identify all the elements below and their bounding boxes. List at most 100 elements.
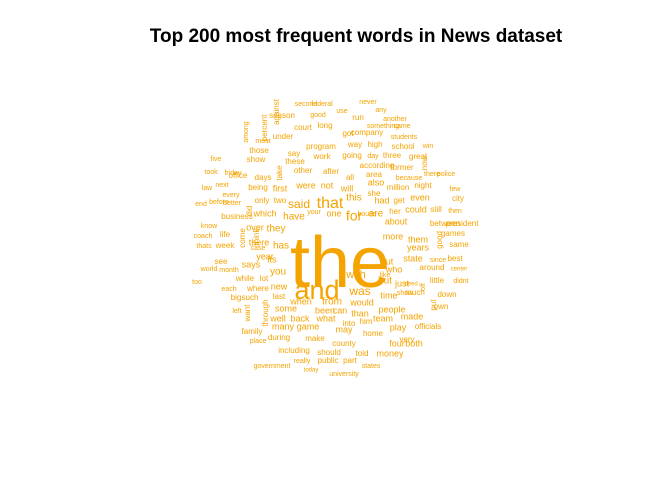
word-get: get (393, 196, 405, 205)
word-season: season (269, 111, 295, 120)
word-were: were (295, 180, 316, 190)
word-did: did (245, 206, 254, 217)
word-then: then (448, 208, 462, 215)
word-law: law (202, 185, 213, 192)
word-which: which (252, 208, 276, 218)
word-something: something (367, 123, 399, 130)
word-say: say (288, 149, 300, 158)
word-three: three (383, 151, 402, 160)
word-see: see (215, 257, 228, 266)
word-can: can (333, 305, 348, 315)
word-didnt: didnt (453, 278, 468, 285)
word-days: days (255, 173, 272, 182)
word-every: every (222, 192, 240, 199)
word-team: team (373, 313, 393, 323)
word-are: are (369, 209, 384, 220)
word-because: because (396, 175, 423, 182)
word-what: what (315, 313, 336, 323)
word-think: think (252, 228, 261, 246)
word-city: city (452, 194, 464, 203)
word-lot: lot (260, 274, 269, 283)
word-being: being (248, 183, 268, 192)
word-its: its (268, 254, 278, 264)
word-one: one (326, 208, 341, 218)
word-about: about (385, 216, 408, 226)
word-than: than (351, 308, 369, 318)
word-last: last (273, 292, 286, 301)
word-said: said (288, 197, 310, 211)
word-money: money (376, 348, 404, 358)
word-while: while (235, 274, 255, 283)
word-could: could (405, 204, 427, 214)
word-government: government (254, 363, 291, 370)
word-since: since (430, 257, 446, 264)
word-never: never (359, 99, 377, 106)
word-during: during (268, 333, 290, 342)
word-was: was (348, 284, 370, 298)
word-this: this (346, 193, 362, 204)
word-area: area (366, 170, 383, 179)
word-life: life (220, 230, 231, 239)
word-game: game (297, 321, 320, 331)
word-around: around (420, 263, 445, 272)
word-have: have (283, 212, 305, 223)
word-public: public (318, 356, 339, 365)
word-long: long (317, 121, 332, 130)
word-him: him (360, 317, 373, 326)
word-next: next (215, 182, 228, 189)
word-center: center (451, 267, 468, 273)
word-well: well (269, 313, 286, 323)
word-would: would (349, 297, 374, 307)
word-your: your (307, 209, 321, 216)
word-more: more (383, 231, 404, 241)
word-other: other (294, 166, 313, 175)
word-case: case (251, 245, 266, 252)
word-put: put (429, 299, 438, 311)
word-even: even (410, 192, 430, 202)
word-week: week (215, 241, 236, 250)
word-out: out (381, 256, 394, 266)
word-second: second (295, 101, 318, 108)
word-from: from (322, 297, 342, 308)
word-says: says (242, 259, 261, 269)
word-police: police (437, 171, 455, 178)
word-these: these (285, 157, 305, 166)
word-now: now (420, 155, 429, 170)
word-you: you (270, 267, 286, 278)
word-off: off (420, 283, 427, 291)
word-been: been (315, 305, 335, 315)
word-between: between (430, 219, 460, 228)
word-state: state (403, 253, 423, 263)
word-states: states (362, 363, 381, 370)
word-another: another (383, 116, 407, 123)
word-only: only (255, 196, 270, 205)
word-come: come (238, 228, 247, 248)
word-made: made (401, 311, 424, 321)
word-federal: federal (311, 101, 333, 108)
word-just: just (394, 278, 410, 288)
word-going: going (342, 151, 362, 160)
word-any: any (375, 107, 387, 114)
word-business: business (221, 212, 253, 221)
word-too: too (192, 279, 202, 286)
word-and: and (294, 275, 339, 305)
word-who: who (385, 264, 403, 274)
word-year: year (256, 251, 274, 261)
word-world: world (200, 266, 218, 273)
word-show: show (247, 155, 266, 164)
word-told: told (356, 349, 369, 358)
word-president: president (446, 219, 480, 228)
word-that: that (317, 195, 344, 212)
word-each: each (221, 286, 236, 293)
word-most: most (255, 138, 270, 145)
word-good: good (310, 112, 326, 119)
word-time: time (380, 290, 397, 300)
word-may: may (335, 324, 353, 334)
word-company: company (351, 128, 383, 137)
word-into: into (343, 319, 356, 328)
word-according: according (360, 161, 395, 170)
word-coach: coach (194, 233, 213, 240)
word-there: there (249, 237, 270, 247)
